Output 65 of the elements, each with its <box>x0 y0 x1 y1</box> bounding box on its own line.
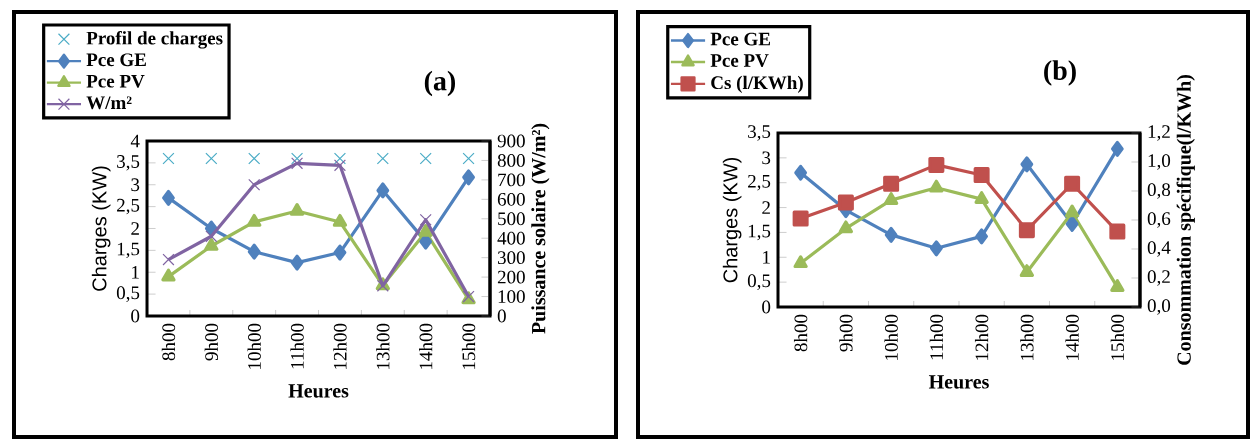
x-tick-label: 15h00 <box>1110 314 1125 360</box>
y-tick-label: 0 <box>131 309 140 323</box>
y2-tick-label: 0,6 <box>1147 212 1171 228</box>
y2-axis-title: Puissance solaire (W/m²) <box>531 123 550 334</box>
y2-tick-label: 800 <box>497 154 525 167</box>
y-tick-label: 0,5 <box>116 286 140 302</box>
x-tick-label: 15h00 <box>461 323 476 369</box>
x-tick-label: 9h00 <box>839 314 853 352</box>
x-tick-label: 12h00 <box>333 323 347 369</box>
y-tick-label: 4 <box>130 134 140 148</box>
chart-title: (a) <box>424 70 456 97</box>
y-axis-title: Charges (KW) <box>722 157 742 283</box>
y-tick-label: 1 <box>763 251 770 264</box>
y2-tick-label: 600 <box>497 192 525 206</box>
y-tick-label: 0 <box>762 300 771 314</box>
x-axis-title: Heures <box>928 375 989 389</box>
legend-label: Pce GE <box>86 53 146 67</box>
y-tick-label: 3 <box>762 151 771 165</box>
y-tick-label: 1 <box>132 265 139 279</box>
x-tick-label: 13h00 <box>1020 314 1034 360</box>
legend-label: Pce PV <box>86 74 145 88</box>
legend-label: Profil de charges <box>86 30 223 49</box>
chart-title: (b) <box>1044 60 1076 86</box>
x-tick-label: 13h00 <box>376 323 390 369</box>
y2-tick-label: 500 <box>498 212 525 226</box>
legend-label: Cs (l/KWh) <box>711 75 803 93</box>
y-tick-label: 3,5 <box>117 155 140 171</box>
x-tick-label: 8h00 <box>793 314 808 352</box>
x-axis-title: Heures <box>288 384 349 398</box>
y2-tick-label: 0,4 <box>1147 241 1171 257</box>
x-tick-label: 9h00 <box>204 323 219 361</box>
y2-tick-label: 900 <box>497 134 525 148</box>
x-tick-label: 11h00 <box>290 323 304 369</box>
y-tick-label: 3 <box>131 178 140 192</box>
y2-tick-label: 1,2 <box>1148 125 1170 141</box>
x-tick-label: 10h00 <box>247 323 261 369</box>
legend-label: Pce PV <box>710 54 769 68</box>
y2-tick-label: 400 <box>497 231 525 245</box>
x-tick-label: 14h00 <box>1065 314 1079 360</box>
y2-tick-label: 200 <box>497 270 525 284</box>
y-tick-label: 2 <box>762 201 770 214</box>
y-tick-label: 2 <box>131 222 139 235</box>
y2-tick-label: 700 <box>498 173 525 187</box>
y-tick-label: 1,5 <box>117 242 140 259</box>
legend-label: W/m² <box>86 96 132 110</box>
y-tick-label: 2,5 <box>117 198 140 215</box>
y2-tick-label: 0,2 <box>1147 270 1170 286</box>
x-tick-label: 10h00 <box>884 314 898 360</box>
x-tick-label: 11h00 <box>929 314 944 360</box>
x-tick-label: 12h00 <box>974 314 989 360</box>
y-tick-label: 0,5 <box>747 274 771 290</box>
legend-label: Pce GE <box>710 32 770 46</box>
y2-tick-label: 0,0 <box>1147 299 1171 315</box>
y-tick-label: 1,5 <box>748 224 771 241</box>
y2-tick-label: 1,0 <box>1148 154 1171 170</box>
y2-axis-title: Consommation spécifique(l/KWh) <box>1176 75 1195 365</box>
y-tick-label: 2,5 <box>748 174 771 191</box>
y-axis-title: Charges (KW) <box>91 166 111 291</box>
y2-tick-label: 0 <box>497 309 506 323</box>
y2-tick-label: 300 <box>497 251 525 265</box>
y2-tick-label: 0,8 <box>1147 183 1171 199</box>
x-tick-label: 14h00 <box>419 323 433 369</box>
x-tick-label: 8h00 <box>161 323 176 361</box>
y-tick-label: 3,5 <box>748 125 771 141</box>
y2-tick-label: 100 <box>498 290 525 303</box>
